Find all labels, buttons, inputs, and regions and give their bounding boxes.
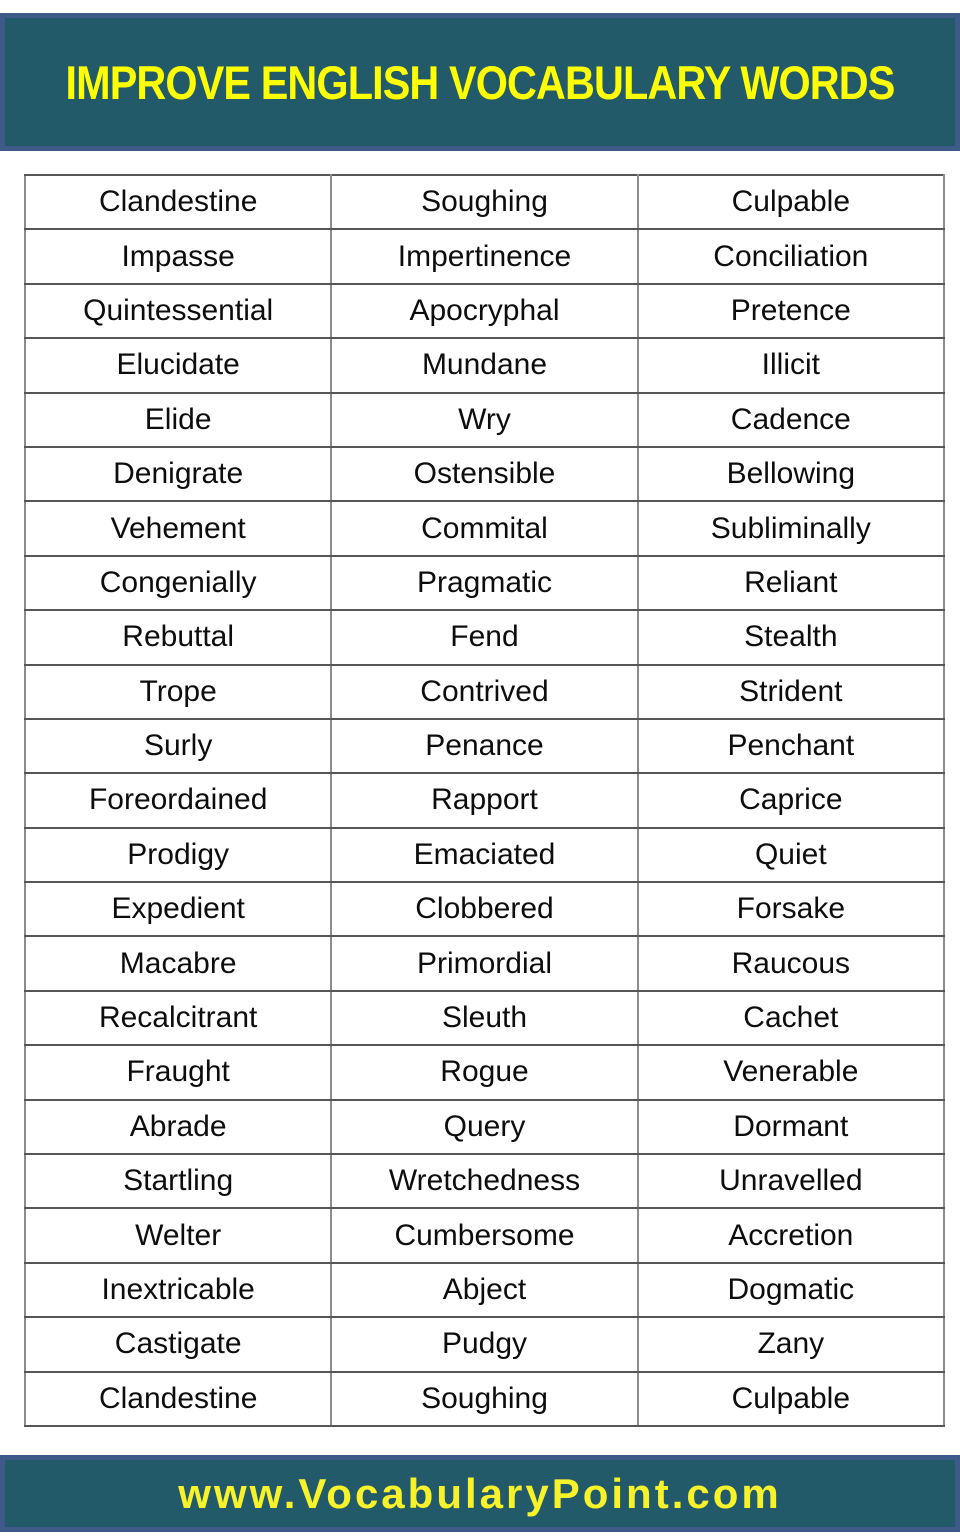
vocab-word-cell: Quintessential (23, 282, 333, 340)
vocab-word-cell: Clandestine (23, 1370, 333, 1427)
vocab-word-cell: Quiet (636, 826, 946, 884)
vocab-word-cell: Impasse (23, 228, 333, 285)
table-row: Surly Penance Penchant (23, 717, 946, 775)
vocab-word-cell: Culpable (636, 173, 946, 231)
vocab-word-cell: Dormant (636, 1098, 946, 1156)
table-row: Congenially Pragmatic Reliant (23, 554, 946, 612)
vocab-word-cell: Wretchedness (330, 1153, 639, 1210)
table-row: Impasse Impertinence Conciliation (23, 228, 946, 285)
vocab-word-cell: Congenially (23, 554, 333, 612)
vocab-word-cell: Trope (23, 663, 333, 720)
vocab-word-cell: Soughing (330, 1370, 639, 1427)
table-row: Rebuttal Fend Stealth (23, 609, 946, 666)
vocab-word-cell: Expedient (23, 881, 333, 938)
vocab-word-cell: Bellowing (636, 445, 946, 503)
vocab-word-cell: Soughing (330, 173, 639, 231)
vocab-table-body: Clandestine Soughing Culpable Impasse Impert… (23, 173, 946, 1427)
table-row: Trope Contrived Strident (23, 663, 946, 720)
vocab-word-cell: Dogmatic (636, 1261, 946, 1319)
vocab-word-cell: Pretence (636, 282, 946, 340)
vocab-word-cell: Strident (636, 663, 946, 720)
table-row: Vehement Commital Subliminally (23, 500, 946, 557)
table-row: Clandestine Soughing Culpable (23, 173, 946, 231)
table-row: Denigrate Ostensible Bellowing (23, 445, 946, 503)
vocab-word-cell: Recalcitrant (23, 989, 333, 1047)
vocab-word-cell: Unravelled (636, 1153, 946, 1210)
vocab-word-cell: Penchant (636, 717, 946, 775)
table-row: Recalcitrant Sleuth Cachet (23, 989, 946, 1047)
vocab-word-cell: Pragmatic (330, 554, 639, 612)
vocab-word-cell: Query (330, 1098, 639, 1156)
table-row: Welter Cumbersome Accretion (23, 1207, 946, 1264)
vocab-word-cell: Accretion (636, 1207, 946, 1264)
vocab-word-cell: Illicit (636, 337, 946, 394)
vocab-word-cell: Emaciated (330, 826, 639, 884)
vocab-word-cell: Abrade (23, 1098, 333, 1156)
vocab-word-cell: Elucidate (23, 337, 333, 394)
vocab-word-cell: Clandestine (23, 173, 333, 231)
vocab-word-cell: Raucous (636, 935, 946, 992)
vocab-word-cell: Commital (330, 500, 639, 557)
vocab-word-cell: Venerable (636, 1044, 946, 1101)
vocab-word-cell: Mundane (330, 337, 639, 394)
vocab-table-wrapper: Clandestine Soughing Culpable Impasse Impert… (23, 173, 946, 1427)
vocab-word-cell: Surly (23, 717, 333, 775)
vocab-word-cell: Rapport (330, 772, 639, 829)
vocab-word-cell: Contrived (330, 663, 639, 720)
vocab-word-cell: Inextricable (23, 1261, 333, 1319)
vocab-word-cell: Wry (330, 391, 639, 448)
vocab-word-cell: Abject (330, 1261, 639, 1319)
vocab-word-cell: Forsake (636, 881, 946, 938)
vocab-word-cell: Caprice (636, 772, 946, 829)
table-row: Macabre Primordial Raucous (23, 935, 946, 992)
table-row: Expedient Clobbered Forsake (23, 881, 946, 938)
table-row: Quintessential Apocryphal Pretence (23, 282, 946, 340)
vocab-word-cell: Reliant (636, 554, 946, 612)
vocab-word-cell: Elide (23, 391, 333, 448)
table-row: Castigate Pudgy Zany (23, 1316, 946, 1373)
table-row: Startling Wretchedness Unravelled (23, 1153, 946, 1210)
vocab-table: Clandestine Soughing Culpable Impasse Impert… (23, 173, 946, 1427)
vocab-word-cell: Stealth (636, 609, 946, 666)
vocab-word-cell: Primordial (330, 935, 639, 992)
table-row: Fraught Rogue Venerable (23, 1044, 946, 1101)
vocab-word-cell: Rogue (330, 1044, 639, 1101)
vocab-word-cell: Macabre (23, 935, 333, 992)
vocab-word-cell: Welter (23, 1207, 333, 1264)
vocab-word-cell: Cumbersome (330, 1207, 639, 1264)
page-title: IMPROVE ENGLISH VOCABULARY WORDS (65, 55, 896, 109)
vocab-word-cell: Denigrate (23, 445, 333, 503)
vocab-word-cell: Fraught (23, 1044, 333, 1101)
vocab-word-cell: Zany (636, 1316, 946, 1373)
title-banner: IMPROVE ENGLISH VOCABULARY WORDS (0, 13, 960, 151)
vocab-word-cell: Culpable (636, 1370, 946, 1427)
table-row: Abrade Query Dormant (23, 1098, 946, 1156)
vocab-word-cell: Apocryphal (330, 282, 639, 340)
vocab-word-cell: Conciliation (636, 228, 946, 285)
table-row: Prodigy Emaciated Quiet (23, 826, 946, 884)
vocab-word-cell: Subliminally (636, 500, 946, 557)
vocab-word-cell: Impertinence (330, 228, 639, 285)
vocab-word-cell: Vehement (23, 500, 333, 557)
vocab-word-cell: Foreordained (23, 772, 333, 829)
footer-url: www.VocabularyPoint.com (178, 1469, 782, 1517)
vocab-word-cell: Ostensible (330, 445, 639, 503)
vocab-word-cell: Startling (23, 1153, 333, 1210)
vocab-word-cell: Clobbered (330, 881, 639, 938)
vocab-word-cell: Prodigy (23, 826, 333, 884)
vocab-word-cell: Penance (330, 717, 639, 775)
table-row: Elucidate Mundane Illicit (23, 337, 946, 394)
vocab-word-cell: Cachet (636, 989, 946, 1047)
vocab-word-cell: Cadence (636, 391, 946, 448)
vocab-word-cell: Castigate (23, 1316, 333, 1373)
table-row: Foreordained Rapport Caprice (23, 772, 946, 829)
vocab-word-cell: Fend (330, 609, 639, 666)
vocab-word-cell: Rebuttal (23, 609, 333, 666)
table-row: Clandestine Soughing Culpable (23, 1370, 946, 1427)
table-row: Elide Wry Cadence (23, 391, 946, 448)
footer-banner: www.VocabularyPoint.com (0, 1455, 960, 1532)
table-row: Inextricable Abject Dogmatic (23, 1261, 946, 1319)
vocab-word-cell: Pudgy (330, 1316, 639, 1373)
vocab-word-cell: Sleuth (330, 989, 639, 1047)
